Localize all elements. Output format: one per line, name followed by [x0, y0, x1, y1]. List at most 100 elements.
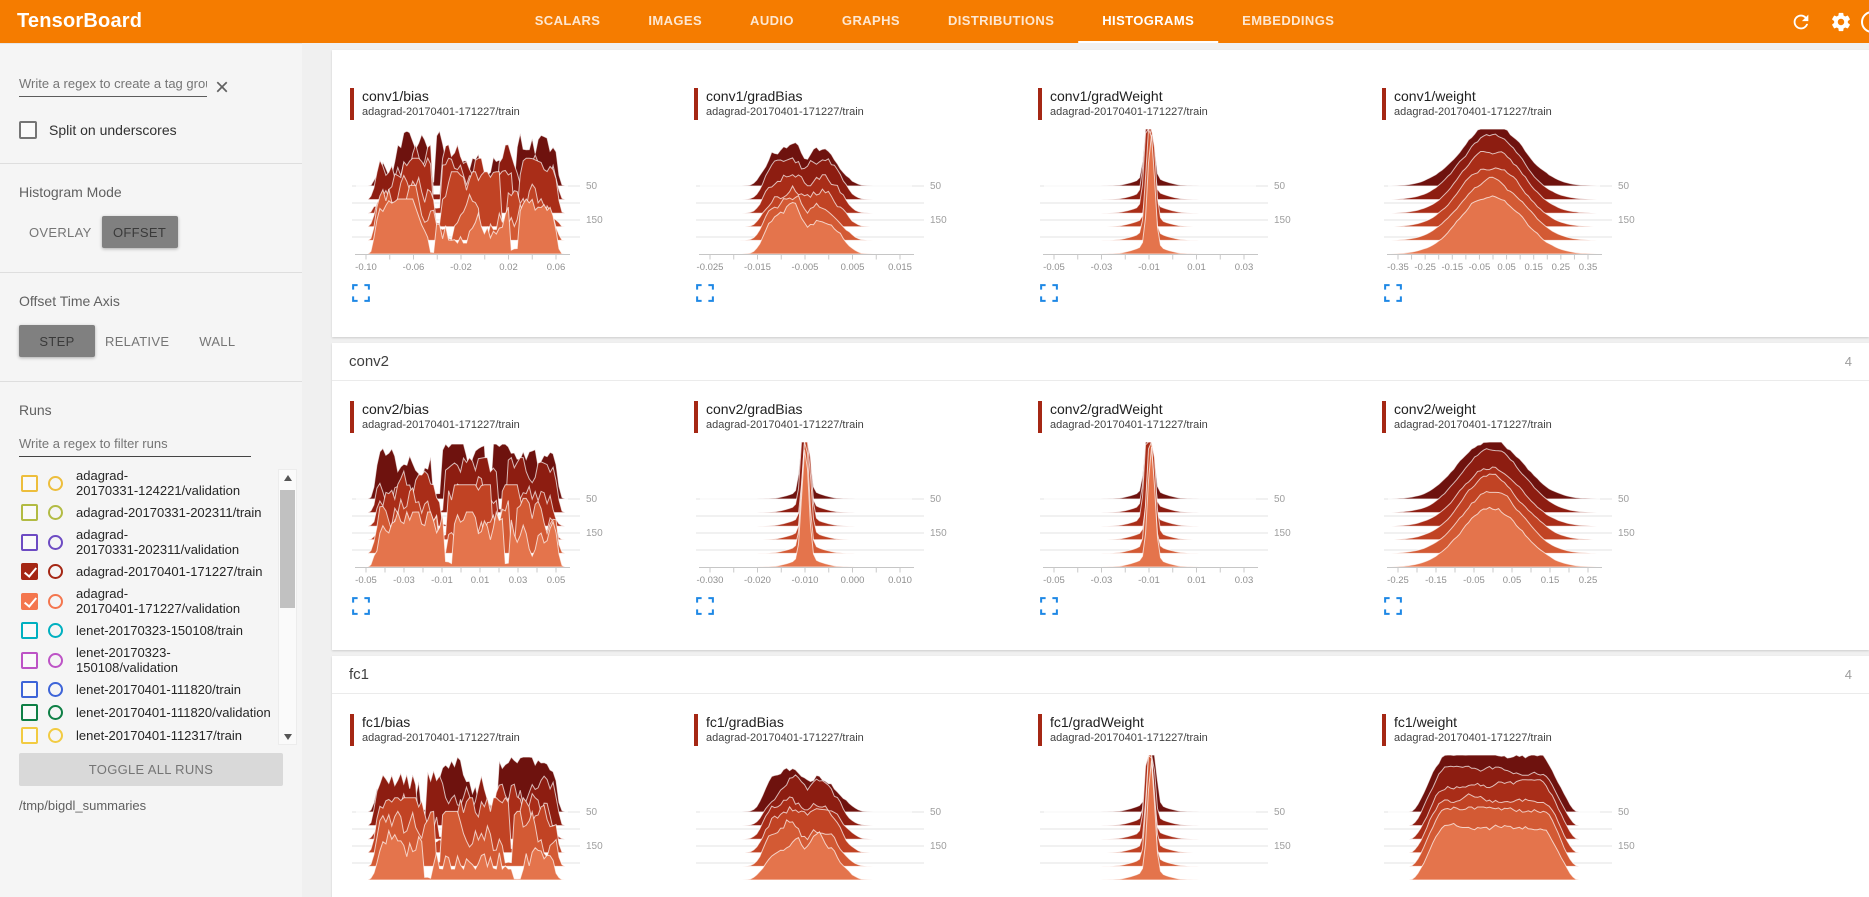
scrollbar-thumb[interactable] — [280, 490, 295, 608]
expand-chart-icon[interactable] — [1384, 597, 1402, 615]
run-list-item[interactable]: lenet-20170401-111820/train — [0, 678, 272, 701]
run-list-item[interactable]: lenet-20170323-150108/train — [0, 619, 272, 642]
option-overlay[interactable]: OVERLAY — [29, 224, 92, 240]
run-list-item[interactable]: adagrad- 20170331-124221/validation — [0, 465, 272, 501]
clear-tag-filter-icon[interactable]: × — [215, 74, 230, 101]
svg-text:0.02: 0.02 — [499, 262, 518, 273]
svg-text:-0.010: -0.010 — [792, 575, 819, 586]
chart-run-name: adagrad-20170401-171227/train — [1050, 419, 1208, 431]
histogram-plot: 50 150 -0.10 -0.06 -0.02 0.02 0.06 — [352, 129, 603, 273]
chart-tag-name: conv1/gradBias — [706, 88, 803, 104]
run-radio-icon — [48, 564, 63, 579]
runs-filter-input[interactable] — [19, 432, 251, 457]
settings-gear-icon[interactable] — [1821, 2, 1861, 42]
run-list-item[interactable]: lenet-20170401-112317/train — [0, 724, 272, 747]
histogram-chart-cell: conv2/gradWeight adagrad-20170401-171227… — [1038, 401, 1382, 620]
checkbox-icon[interactable] — [19, 121, 37, 139]
tab-audio[interactable]: AUDIO — [750, 13, 794, 28]
chart-tag-name: fc1/bias — [362, 714, 411, 730]
svg-text:-0.25: -0.25 — [1414, 262, 1436, 273]
svg-text:150: 150 — [1274, 215, 1291, 226]
offset-time-axis-label: Offset Time Axis — [19, 293, 120, 309]
run-list-item[interactable]: adagrad-20170401-171227/train — [0, 560, 272, 583]
run-list-item[interactable]: adagrad- 20170401-171227/validation — [0, 583, 272, 619]
run-radio-icon — [48, 505, 63, 520]
option-step[interactable]: STEP — [19, 325, 95, 357]
scroll-down-icon[interactable] — [279, 729, 296, 744]
svg-text:0.15: 0.15 — [1541, 575, 1560, 586]
run-checkbox[interactable] — [21, 681, 38, 698]
tab-scalars[interactable]: SCALARS — [534, 13, 601, 28]
run-checkbox[interactable] — [21, 504, 38, 521]
svg-text:0.010: 0.010 — [888, 575, 912, 586]
run-list-item[interactable]: adagrad- 20170331-202311/validation — [0, 524, 272, 560]
tag-filter-input[interactable] — [19, 72, 207, 97]
tag-group-card: conv1/bias adagrad-20170401-171227/train… — [332, 50, 1869, 337]
run-name: lenet-20170401-111820/validation — [76, 705, 271, 720]
run-list-item[interactable]: lenet-20170323-150108/validation — [0, 642, 272, 678]
run-name: lenet-20170401-112317/train — [76, 728, 243, 743]
run-list-item[interactable]: lenet-20170401-111820/validation — [0, 701, 272, 724]
help-icon[interactable] — [1861, 10, 1869, 33]
refresh-icon[interactable] — [1781, 2, 1821, 42]
run-list-item[interactable]: adagrad-20170331-202311/train — [0, 501, 272, 524]
split-on-underscores-label: Split on underscores — [49, 122, 177, 138]
chart-title: conv2/bias adagrad-20170401-171227/train — [350, 401, 694, 433]
svg-text:-0.03: -0.03 — [1091, 575, 1113, 586]
run-checkbox[interactable] — [21, 622, 38, 639]
svg-text:0.01: 0.01 — [1187, 262, 1206, 273]
chart-tag-name: conv1/gradWeight — [1050, 88, 1163, 104]
option-offset[interactable]: OFFSET — [101, 216, 178, 248]
expand-chart-icon[interactable] — [696, 284, 714, 302]
run-name: adagrad- 20170401-171227/validation — [76, 586, 241, 616]
chart-run-name: adagrad-20170401-171227/train — [1394, 732, 1552, 744]
run-color-bar — [350, 88, 354, 120]
svg-text:0.05: 0.05 — [1503, 575, 1522, 586]
run-checkbox[interactable] — [21, 727, 38, 744]
chart-tag-name: fc1/weight — [1394, 714, 1458, 730]
tab-graphs[interactable]: GRAPHS — [841, 13, 900, 28]
chart-tag-name: fc1/gradWeight — [1050, 714, 1144, 730]
scroll-up-icon[interactable] — [279, 470, 296, 485]
tab-histograms[interactable]: HISTOGRAMS — [1078, 0, 1219, 43]
run-name: lenet-20170323-150108/validation — [76, 645, 178, 675]
expand-chart-icon[interactable] — [1040, 284, 1058, 302]
chart-title: fc1/bias adagrad-20170401-171227/train — [350, 714, 694, 746]
expand-chart-icon[interactable] — [696, 597, 714, 615]
histogram-plot: 50 150 -0.05 -0.03 -0.01 0.01 0.03 — [1040, 128, 1291, 273]
split-on-underscores-checkbox[interactable]: Split on underscores — [19, 121, 283, 139]
svg-text:-0.015: -0.015 — [744, 262, 771, 273]
histogram-plot: 50 150 -0.25 -0.15 -0.05 0.05 0.15 0.25 — [1384, 441, 1635, 586]
run-color-bar — [350, 401, 354, 433]
tab-images[interactable]: IMAGES — [648, 13, 703, 28]
option-relative[interactable]: RELATIVE — [105, 333, 170, 349]
toggle-all-runs-button[interactable]: TOGGLE ALL RUNS — [19, 753, 283, 786]
expand-chart-icon[interactable] — [352, 597, 370, 615]
runs-scrollbar[interactable] — [278, 469, 297, 745]
run-color-bar — [694, 401, 698, 433]
run-checkbox[interactable] — [21, 704, 38, 721]
divider — [0, 163, 302, 164]
chart-run-name: adagrad-20170401-171227/train — [362, 419, 520, 431]
expand-chart-icon[interactable] — [1040, 597, 1058, 615]
histogram-chart-cell: conv1/bias adagrad-20170401-171227/train… — [350, 88, 694, 307]
svg-text:-0.35: -0.35 — [1387, 262, 1409, 273]
run-checkbox[interactable] — [21, 533, 38, 551]
tab-distributions[interactable]: DISTRIBUTIONS — [947, 13, 1055, 28]
run-radio-icon — [48, 534, 63, 550]
expand-chart-icon[interactable] — [1384, 284, 1402, 302]
charts-grid: conv1/bias adagrad-20170401-171227/train… — [332, 50, 1869, 337]
tag-group-header-conv2[interactable]: conv2 4 — [332, 343, 1869, 381]
run-checkbox[interactable] — [21, 592, 38, 610]
run-checkbox[interactable] — [21, 651, 38, 669]
tab-embeddings[interactable]: EMBEDDINGS — [1242, 13, 1335, 28]
svg-text:-0.05: -0.05 — [1043, 262, 1065, 273]
run-checkbox[interactable] — [21, 474, 38, 492]
run-checkbox[interactable] — [21, 563, 38, 580]
tag-group-header-fc1[interactable]: fc1 4 — [332, 656, 1869, 694]
expand-chart-icon[interactable] — [352, 284, 370, 302]
option-wall[interactable]: WALL — [199, 333, 236, 349]
svg-text:50: 50 — [586, 181, 598, 192]
svg-text:50: 50 — [1274, 494, 1286, 505]
svg-text:150: 150 — [1618, 528, 1635, 539]
